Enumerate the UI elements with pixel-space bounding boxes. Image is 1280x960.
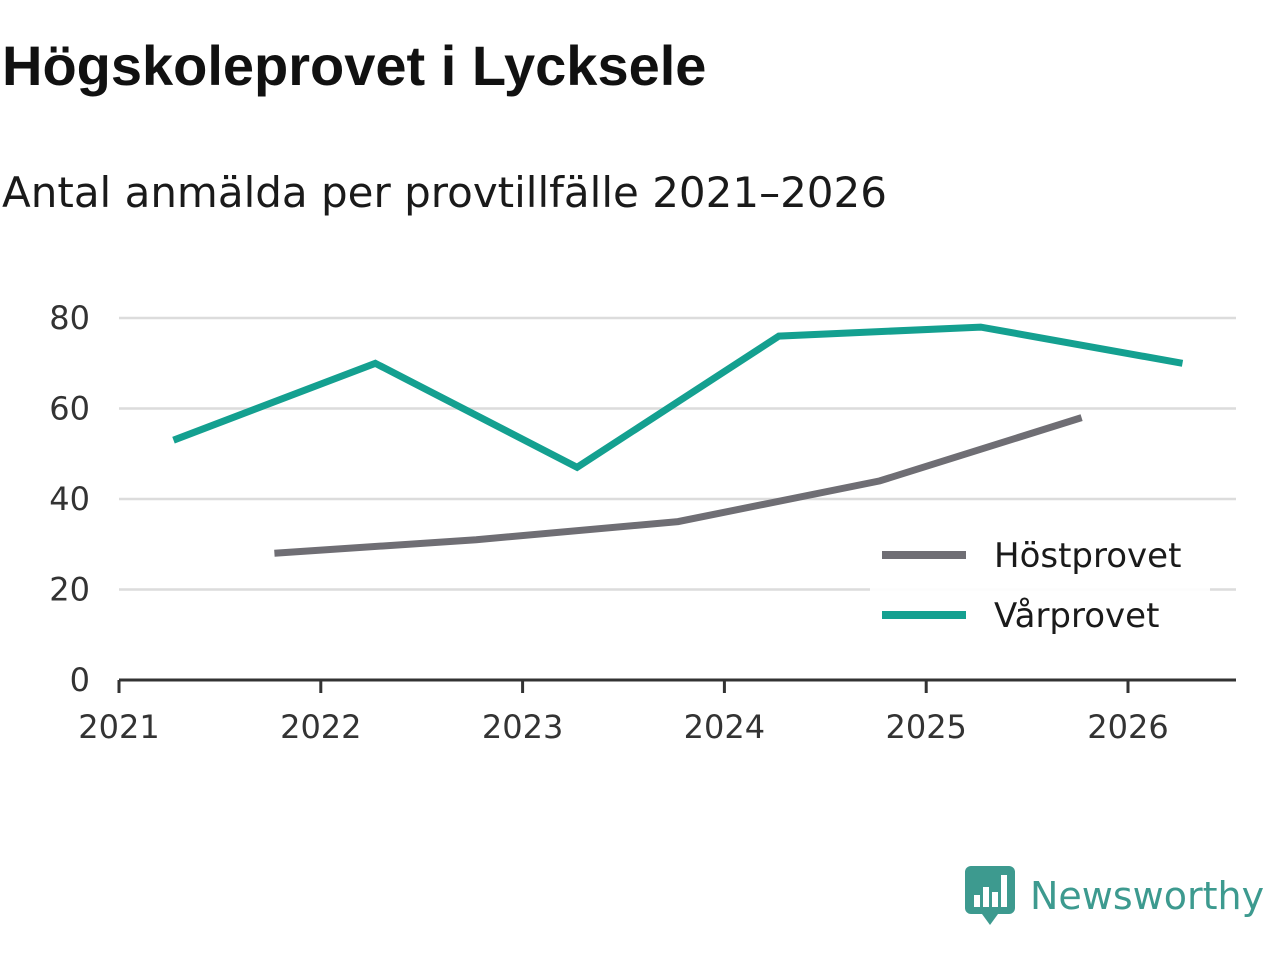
legend-label-1: Höstprovet xyxy=(994,536,1181,576)
series-line-2 xyxy=(172,323,1184,472)
x-tick-label-2023: 2023 xyxy=(482,708,563,746)
x-tick-label-2026: 2026 xyxy=(1087,708,1168,746)
brand-name: Newsworthy xyxy=(1030,874,1265,918)
y-tick-label-20: 20 xyxy=(49,571,90,609)
series-lines xyxy=(172,323,1184,557)
line-chart: 2021 2022 2023 2024 2025 2026 0 20 40 60 80 Höstp… xyxy=(49,299,1236,746)
x-tick-label-2021: 2021 xyxy=(78,708,159,746)
legend: Höstprovet Vårprovet xyxy=(870,528,1210,640)
x-tick-label-2022: 2022 xyxy=(280,708,361,746)
chart-subtitle: Antal anmälda per provtillfälle 2021–202… xyxy=(2,168,887,217)
y-tick-label-0: 0 xyxy=(70,661,90,699)
y-axis-tick-labels: 0 20 40 60 80 xyxy=(49,299,90,699)
y-tick-label-80: 80 xyxy=(49,299,90,337)
chart-title: Högskoleprovet i Lycksele xyxy=(2,34,707,97)
legend-label-2: Vårprovet xyxy=(994,596,1159,636)
x-axis: 2021 2022 2023 2024 2025 2026 xyxy=(78,678,1236,746)
y-tick-label-40: 40 xyxy=(49,480,90,518)
y-tick-label-60: 60 xyxy=(49,390,90,428)
x-tick-label-2025: 2025 xyxy=(885,708,966,746)
series-line-1 xyxy=(274,414,1083,557)
legend-background xyxy=(870,528,1210,640)
x-tick-label-2024: 2024 xyxy=(684,708,765,746)
newsworthy-logo-icon xyxy=(965,866,1015,925)
brand-footer: Newsworthy xyxy=(964,864,1264,928)
